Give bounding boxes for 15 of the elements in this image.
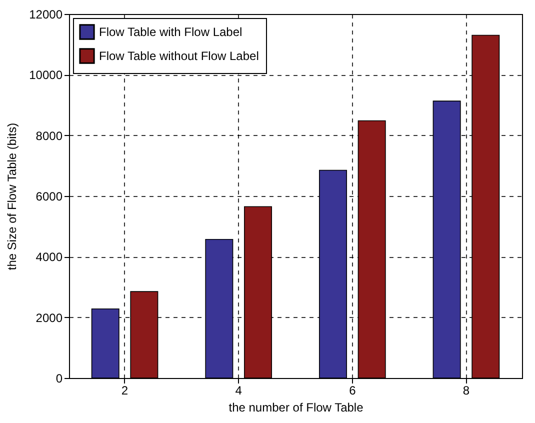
y-tick-label: 0 — [56, 372, 63, 386]
legend-label: Flow Table with Flow Label — [99, 25, 242, 39]
legend-label: Flow Table without Flow Label — [99, 49, 259, 63]
x-tick-label: 2 — [121, 384, 128, 398]
y-tick-label: 4000 — [36, 250, 63, 264]
y-tick-label: 10000 — [29, 68, 63, 82]
y-tick-label: 8000 — [36, 128, 63, 143]
y-tick-label: 12000 — [29, 8, 63, 22]
x-tick-label: 6 — [349, 384, 356, 398]
x-tick-label: 8 — [462, 384, 470, 398]
y-tick-label: 6000 — [36, 190, 63, 204]
y-axis-title: the Size of Flow Table (bits) — [5, 122, 20, 270]
x-tick-label: 4 — [235, 384, 242, 398]
y-tick-label: 2000 — [36, 310, 63, 325]
x-axis-title: the number of Flow Table — [228, 400, 364, 414]
